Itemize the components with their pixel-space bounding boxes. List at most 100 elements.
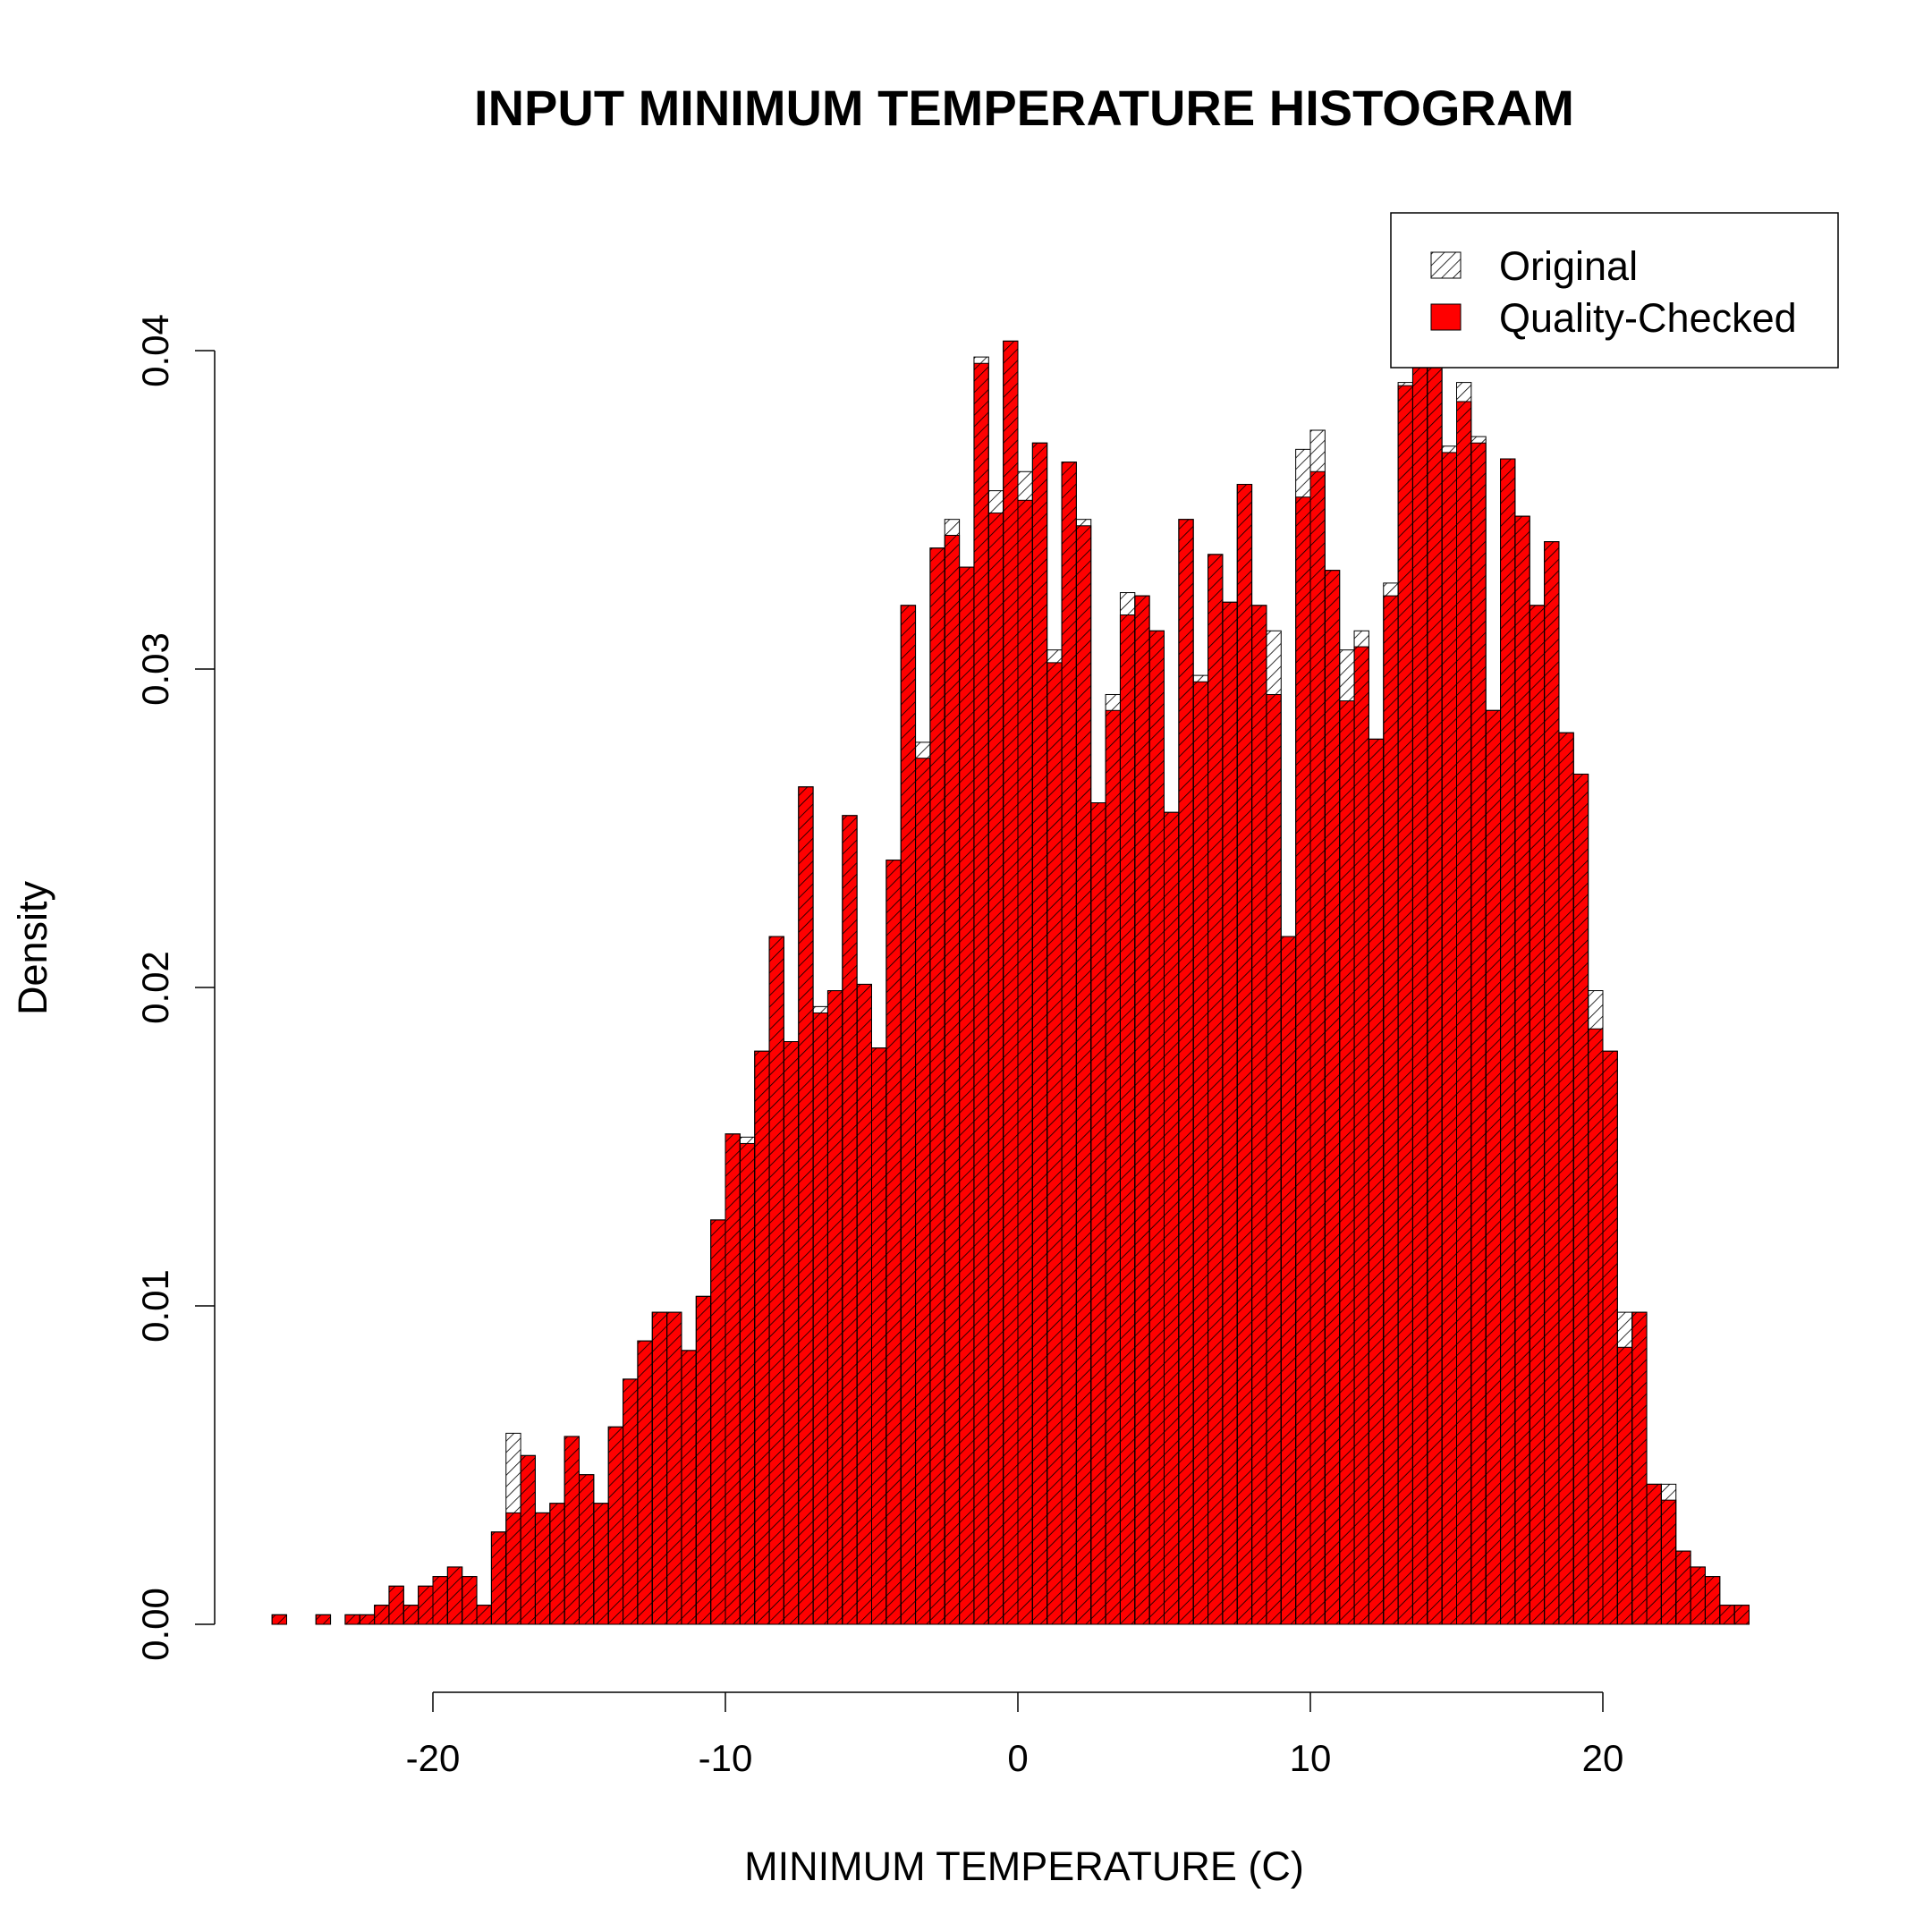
bar-original — [534, 1512, 551, 1625]
bar-original — [1061, 462, 1077, 1625]
bar-original — [1295, 448, 1311, 1625]
bar-original — [973, 356, 989, 1625]
bar-original — [1558, 732, 1574, 1625]
bar-original — [1602, 1050, 1618, 1625]
bar-original — [637, 1340, 653, 1625]
bar-original — [768, 936, 784, 1625]
bar-original — [271, 1614, 287, 1625]
bar-original — [1046, 649, 1063, 1625]
bar-original — [915, 741, 931, 1625]
bar-original — [1134, 595, 1150, 1625]
bar-original — [1631, 1311, 1648, 1625]
bar-original — [929, 547, 945, 1625]
bar-original — [1075, 519, 1092, 1625]
bar-original — [1368, 738, 1385, 1625]
bar-original — [520, 1454, 536, 1625]
bar-original — [1119, 592, 1136, 1625]
legend-box — [1390, 212, 1839, 369]
bar-original — [1500, 458, 1516, 1625]
bar-original — [900, 605, 917, 1625]
bar-original — [1411, 366, 1428, 1625]
bar-original — [681, 1350, 697, 1625]
bar-original — [754, 1050, 770, 1625]
bar-original — [739, 1136, 756, 1625]
bar-original — [1646, 1483, 1662, 1625]
bar-original — [1353, 630, 1369, 1625]
bar-original — [1441, 445, 1458, 1625]
bar-original — [1105, 693, 1121, 1625]
bar-original — [1266, 630, 1282, 1625]
bar-original — [549, 1503, 565, 1625]
bar-original — [1397, 382, 1413, 1625]
bar-original — [1309, 429, 1326, 1625]
x-tick-label: 10 — [1290, 1737, 1332, 1779]
bar-original — [1178, 519, 1194, 1625]
bar-original — [315, 1614, 332, 1625]
bar-original — [1572, 773, 1589, 1625]
bar-original — [359, 1614, 376, 1625]
bar-original — [856, 983, 873, 1625]
bar-original — [724, 1133, 741, 1625]
bar-original — [1003, 340, 1019, 1625]
bar-original — [374, 1605, 390, 1625]
bar-original — [607, 1426, 624, 1625]
bar-original — [593, 1503, 609, 1625]
y-axis: 0.00 0.01 0.02 0.03 0.04 — [134, 314, 216, 1661]
legend: Original Quality-Checked — [1390, 212, 1839, 369]
x-tick-label: 20 — [1582, 1737, 1624, 1779]
y-tick-label: 0.04 — [134, 314, 176, 387]
bar-original — [1544, 541, 1560, 1625]
y-tick-label: 0.03 — [134, 632, 176, 706]
bar-original — [623, 1378, 639, 1625]
y-tick-label: 0.01 — [134, 1269, 176, 1343]
bar-original — [798, 786, 814, 1625]
bar-original — [1148, 630, 1165, 1625]
bar-original — [1090, 802, 1106, 1625]
bar-original — [944, 519, 961, 1625]
bar-original — [871, 1047, 887, 1625]
bar-original — [402, 1605, 419, 1625]
bar-original — [1733, 1605, 1750, 1625]
bar-original — [1208, 554, 1224, 1625]
chart-title: INPUT MINIMUM TEMPERATURE HISTOGRAM — [474, 80, 1574, 136]
bar-original — [695, 1295, 712, 1625]
legend-swatch-quality-checked — [1430, 303, 1462, 331]
bar-original — [490, 1531, 507, 1625]
bar-original — [564, 1436, 580, 1625]
legend-label-quality-checked: Quality-Checked — [1499, 295, 1797, 341]
bar-original — [1017, 470, 1033, 1625]
bar-original — [1236, 484, 1253, 1625]
bar-original — [1690, 1566, 1706, 1625]
bar-original — [651, 1311, 668, 1625]
bar-original — [476, 1605, 492, 1625]
legend-swatch-original — [1430, 251, 1462, 279]
bar-original — [812, 1005, 828, 1625]
x-axis: -20 -10 0 10 20 — [406, 1691, 1624, 1779]
bar-original — [1251, 605, 1267, 1625]
original-bars — [271, 340, 1750, 1625]
bar-original — [1280, 936, 1297, 1625]
bar-original — [1470, 436, 1487, 1625]
bar-original — [1427, 356, 1443, 1625]
bar-original — [432, 1576, 448, 1625]
bar-original — [388, 1585, 404, 1625]
bar-original — [959, 566, 975, 1625]
bar-original — [1514, 515, 1530, 1625]
bar-original — [1719, 1605, 1735, 1625]
bar-original — [1222, 601, 1238, 1625]
y-axis-label: Density — [10, 880, 55, 1015]
x-tick-label: 0 — [1007, 1737, 1028, 1779]
bar-original — [1324, 570, 1341, 1625]
y-tick-label: 0.00 — [134, 1588, 176, 1661]
bar-original — [1485, 709, 1502, 1625]
bar-original — [1704, 1576, 1721, 1625]
bar-original — [344, 1614, 360, 1625]
bar-original — [1529, 605, 1546, 1625]
bar-original — [710, 1219, 726, 1625]
legend-label-original: Original — [1499, 243, 1638, 289]
x-tick-label: -20 — [406, 1737, 461, 1779]
x-tick-label: -10 — [699, 1737, 753, 1779]
bar-original — [666, 1311, 682, 1625]
